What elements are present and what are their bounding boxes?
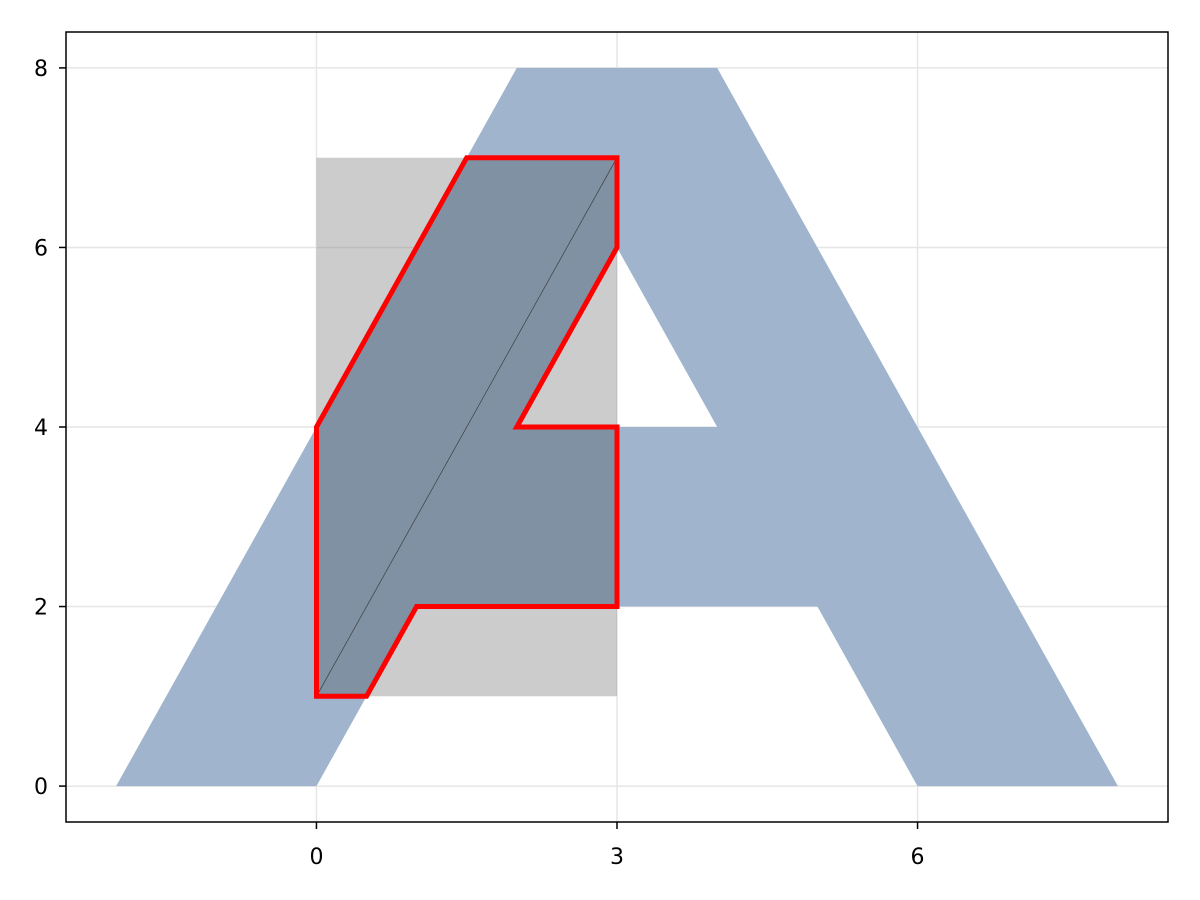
axis-layer: 0 3 6 0 2 4 6 8 [34, 31, 1169, 870]
shape-layer [116, 67, 1118, 787]
x-tick-label-2: 6 [911, 845, 925, 870]
x-tick-label-1: 3 [610, 845, 624, 870]
y-tick-label-2: 4 [34, 416, 48, 441]
intersection-outline [314, 155, 620, 699]
x-tick-label-0: 0 [309, 845, 323, 870]
y-tick-label-4: 8 [34, 57, 48, 82]
y-tick-label-1: 2 [34, 596, 48, 621]
triangulation-diagonal [316, 157, 618, 697]
y-tick-label-3: 6 [34, 236, 48, 261]
y-tick-label-0: 0 [34, 775, 48, 800]
